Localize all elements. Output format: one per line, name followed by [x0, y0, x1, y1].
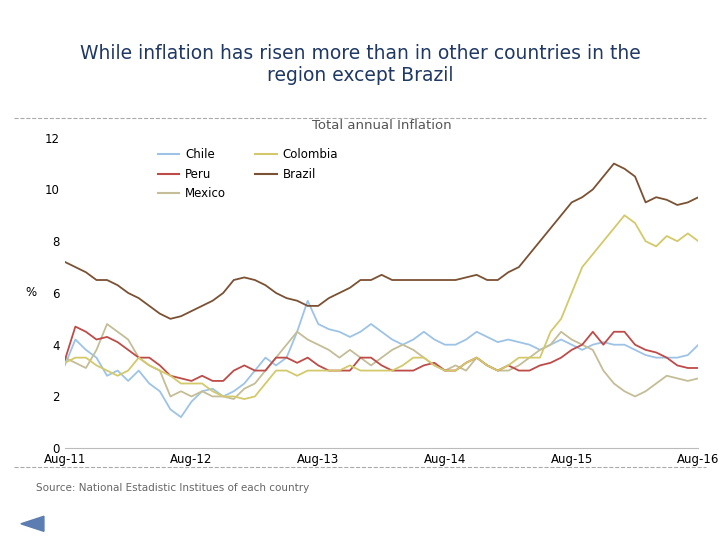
- Text: Source: National Estadistic Institues of each country: Source: National Estadistic Institues of…: [36, 483, 310, 494]
- Peru: [208, 377, 217, 384]
- Peru: [187, 377, 196, 384]
- Colombia: [631, 220, 639, 226]
- Colombia: [187, 380, 196, 387]
- Line: Brazil: Brazil: [65, 164, 698, 319]
- Chile: [420, 328, 428, 335]
- Polygon shape: [21, 516, 44, 531]
- Colombia: [293, 373, 302, 379]
- Brazil: [451, 277, 460, 284]
- Brazil: [60, 259, 69, 265]
- Mexico: [303, 336, 312, 343]
- Brazil: [631, 173, 639, 180]
- Chile: [631, 347, 639, 353]
- Brazil: [610, 160, 618, 167]
- Mexico: [230, 396, 238, 402]
- Peru: [462, 360, 470, 366]
- Brazil: [409, 277, 418, 284]
- Title: Total annual Inflation: Total annual Inflation: [312, 119, 451, 132]
- Peru: [303, 354, 312, 361]
- Colombia: [620, 212, 629, 219]
- Chile: [694, 341, 703, 348]
- Peru: [230, 367, 238, 374]
- Colombia: [694, 238, 703, 245]
- Colombia: [451, 367, 460, 374]
- Colombia: [208, 388, 217, 395]
- Mexico: [103, 321, 112, 327]
- Peru: [631, 341, 639, 348]
- Line: Peru: Peru: [65, 327, 698, 381]
- Mexico: [631, 393, 639, 400]
- Line: Mexico: Mexico: [65, 324, 698, 399]
- Mexico: [462, 367, 470, 374]
- Mexico: [60, 354, 69, 361]
- Brazil: [166, 315, 175, 322]
- Peru: [694, 364, 703, 371]
- Colombia: [60, 360, 69, 366]
- Line: Chile: Chile: [65, 301, 698, 417]
- Peru: [420, 362, 428, 369]
- Text: While inflation has risen more than in other countries in the
region except Braz: While inflation has risen more than in o…: [80, 44, 640, 85]
- Brazil: [219, 289, 228, 296]
- Peru: [60, 357, 69, 363]
- Brazil: [293, 298, 302, 304]
- Chile: [219, 393, 228, 400]
- Legend: Chile, Peru, Mexico, Colombia, Brazil: Chile, Peru, Mexico, Colombia, Brazil: [153, 144, 343, 205]
- Colombia: [240, 396, 248, 402]
- Brazil: [694, 194, 703, 200]
- Chile: [303, 298, 312, 304]
- Brazil: [198, 302, 207, 309]
- Chile: [60, 362, 69, 369]
- Mexico: [219, 393, 228, 400]
- Chile: [462, 336, 470, 343]
- Colombia: [409, 354, 418, 361]
- Y-axis label: %: %: [25, 286, 37, 300]
- Chile: [293, 328, 302, 335]
- Peru: [71, 323, 80, 330]
- Chile: [198, 388, 207, 395]
- Chile: [176, 414, 185, 420]
- Mexico: [694, 375, 703, 382]
- Mexico: [420, 354, 428, 361]
- Line: Colombia: Colombia: [65, 215, 698, 399]
- Mexico: [198, 388, 207, 395]
